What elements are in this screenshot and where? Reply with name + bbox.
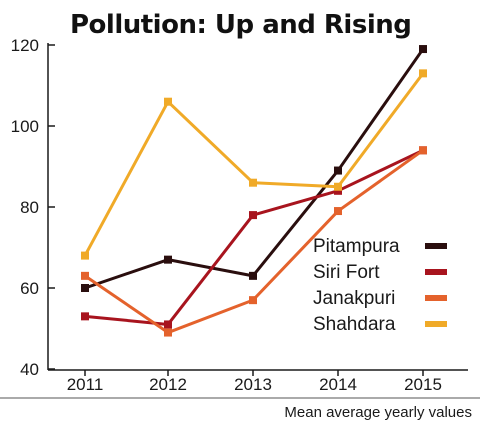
legend-swatch-siri-fort (425, 269, 447, 275)
x-tick-label: 2015 (404, 375, 442, 394)
data-point-pitampura (419, 45, 427, 54)
y-tick-label: 60 (20, 279, 39, 298)
legend: Pitampura Siri Fort Janakpuri Shahdara (313, 236, 447, 335)
legend-label-pitampura: Pitampura (313, 236, 400, 257)
chart-caption: Mean average yearly values (284, 404, 472, 421)
series-layer (81, 45, 427, 337)
x-tick-label: 2011 (67, 375, 104, 394)
y-tick-label: 40 (20, 360, 39, 379)
y-axis-ticks: 40 60 80 100 120 (11, 36, 55, 379)
data-point-janakpuri (164, 328, 172, 337)
data-point-shahdara (419, 69, 427, 78)
legend-swatch-shahdara (425, 321, 447, 327)
data-point-pitampura (81, 284, 89, 292)
y-tick-label: 120 (11, 36, 39, 55)
x-axis-ticks: 2011 2012 2013 2014 2015 (67, 370, 442, 394)
series-line-shahdara (83, 72, 425, 257)
data-point-janakpuri (334, 207, 342, 216)
data-point-pitampura (334, 166, 342, 175)
x-tick-label: 2012 (149, 375, 187, 394)
data-point-janakpuri (249, 296, 257, 305)
data-point-siri-fort (334, 186, 342, 195)
legend-label-shahdara: Shahdara (313, 314, 396, 335)
data-point-pitampura (249, 271, 257, 280)
legend-label-janakpuri: Janakpuri (313, 288, 395, 309)
data-point-shahdara (249, 178, 257, 187)
data-point-janakpuri (419, 146, 427, 155)
data-point-siri-fort (81, 312, 89, 321)
data-point-pitampura (164, 255, 172, 264)
data-point-shahdara (334, 182, 342, 191)
data-point-siri-fort (164, 320, 172, 329)
chart-title: Pollution: Up and Rising (70, 10, 411, 40)
legend-label-siri-fort: Siri Fort (313, 262, 380, 283)
data-point-siri-fort (249, 211, 257, 220)
y-tick-label: 80 (20, 198, 39, 217)
data-point-shahdara (164, 97, 172, 106)
legend-swatch-janakpuri (425, 295, 447, 301)
x-tick-label: 2014 (319, 375, 357, 394)
y-tick-label: 100 (11, 117, 39, 136)
legend-swatch-pitampura (425, 243, 447, 249)
x-tick-label: 2013 (234, 375, 272, 394)
data-point-shahdara (81, 251, 89, 260)
data-point-janakpuri (81, 271, 89, 280)
